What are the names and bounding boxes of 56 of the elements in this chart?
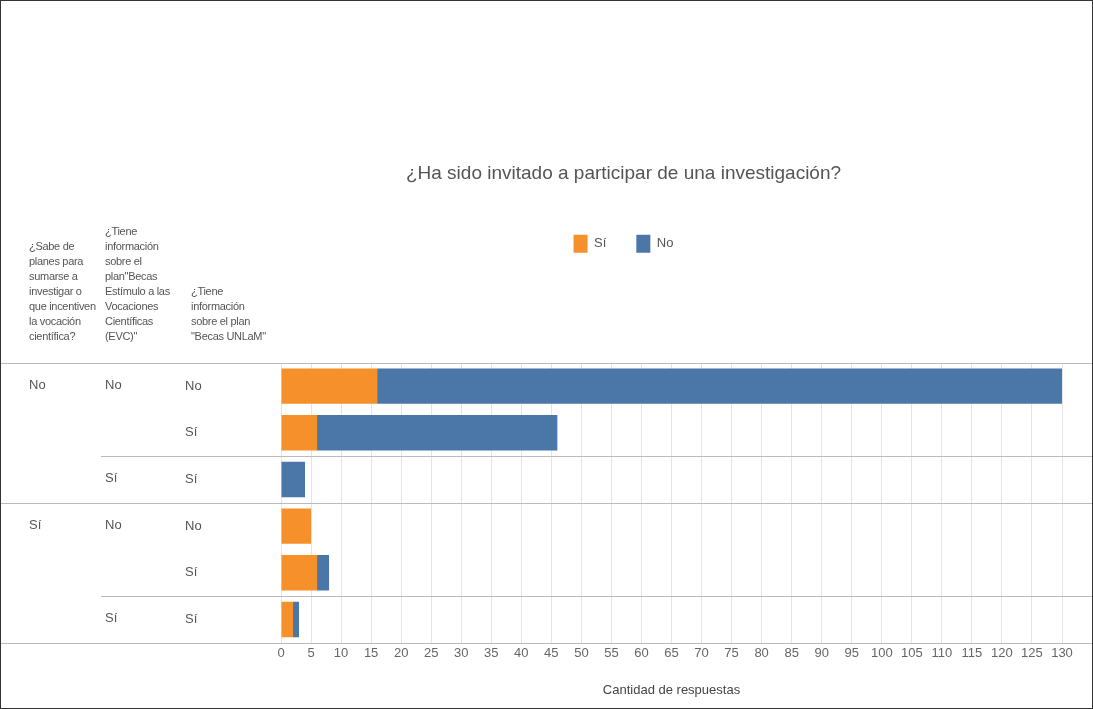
x-tick-label: 10 <box>333 645 349 661</box>
y-tick-label: No <box>185 517 202 533</box>
x-tick-label: 20 <box>393 645 409 661</box>
x-axis-title: Cantidad de respuestas <box>602 681 741 697</box>
x-tick-label: 55 <box>604 645 619 661</box>
x-tick-label: 80 <box>754 645 769 661</box>
x-tick-label: 40 <box>514 645 529 661</box>
text: No <box>105 377 122 393</box>
bar <box>281 415 318 451</box>
x-tick-label: 110 <box>931 645 953 661</box>
y-tick-label: Sí <box>185 471 198 487</box>
x-tick-label: 25 <box>423 645 439 661</box>
text: ¿Tiene información sobre el plan"Becas Estímulo a las Vocaciones Científicas (EVC)" <box>105 224 171 344</box>
x-tick-label: 130 <box>1051 645 1073 661</box>
bar <box>281 601 294 638</box>
x-tick-label: 75 <box>724 645 739 661</box>
x-tick-label: 70 <box>694 645 709 661</box>
chart-title: ¿Ha sido invitado a participar de una investigación? <box>405 161 842 183</box>
y-tick-label: Sí <box>185 611 198 627</box>
text: Sí <box>29 517 42 533</box>
text: No <box>29 377 46 393</box>
x-tick-label: 0 <box>277 645 285 661</box>
bar <box>317 415 558 451</box>
legend-label: Sí <box>594 235 607 251</box>
bar <box>281 555 318 591</box>
x-tick-label: 45 <box>544 645 559 661</box>
bar <box>281 508 312 544</box>
x-tick-label: 125 <box>1021 645 1043 661</box>
x-tick-label: 50 <box>574 645 589 661</box>
x-tick-label: 95 <box>844 645 859 661</box>
x-tick-label: 60 <box>634 645 649 661</box>
x-tick-label: 35 <box>484 645 499 661</box>
y-tick-label: Sí <box>185 424 198 440</box>
bar <box>281 368 378 404</box>
x-tick-label: 115 <box>961 645 983 661</box>
bar <box>377 368 1062 404</box>
text: Sí <box>105 470 118 486</box>
text: Sí <box>105 610 118 626</box>
text: ¿Sabe de planes para sumarse a investigar o que incentiven la vocación científica? <box>29 239 97 344</box>
bar <box>317 555 330 591</box>
text: No <box>105 517 122 533</box>
legend-label: No <box>656 235 674 251</box>
x-tick-label: 5 <box>307 645 315 661</box>
x-tick-label: 90 <box>814 645 829 661</box>
text: ¿Tiene información sobre el plan "Becas UNLaM" <box>191 284 267 344</box>
bar <box>293 601 300 638</box>
y-tick-label: No <box>185 377 202 393</box>
y-tick-label: Sí <box>185 564 198 580</box>
x-tick-label: 85 <box>784 645 799 661</box>
x-tick-label: 30 <box>454 645 469 661</box>
x-tick-label: 100 <box>870 645 893 661</box>
x-tick-label: 120 <box>991 645 1013 661</box>
x-tick-label: 65 <box>664 645 679 661</box>
x-tick-label: 15 <box>363 645 379 661</box>
bar <box>281 461 306 498</box>
x-tick-label: 105 <box>900 645 923 661</box>
